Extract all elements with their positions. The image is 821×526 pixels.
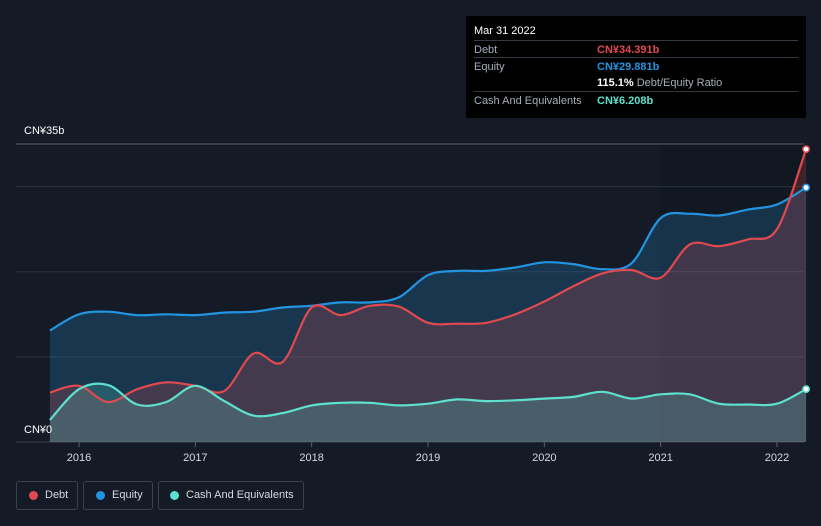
tooltip-ratio-label: Debt/Equity Ratio bbox=[636, 77, 723, 89]
equity-dot-icon bbox=[96, 491, 105, 500]
legend-item-cash[interactable]: Cash And Equivalents bbox=[158, 481, 304, 510]
x-tick-label-2016: 2016 bbox=[67, 452, 91, 464]
x-tick-label-2022: 2022 bbox=[765, 452, 789, 464]
tooltip-row-debt: Debt CN¥34.391b bbox=[474, 40, 798, 58]
tooltip-equity-value: CN¥29.881b bbox=[597, 61, 660, 73]
cash-and-equivalents-endpoint bbox=[802, 385, 811, 394]
x-tick-label-2020: 2020 bbox=[532, 452, 556, 464]
tooltip-date: Mar 31 2022 bbox=[474, 25, 536, 37]
equity-endpoint bbox=[802, 183, 811, 192]
tooltip-ratio-value: 115.1% bbox=[597, 77, 634, 89]
tooltip-row-cash: Cash And Equivalents CN¥6.208b bbox=[474, 91, 798, 109]
legend-debt-label: Debt bbox=[45, 489, 69, 501]
equity-area bbox=[49, 187, 807, 442]
cash-dot-icon bbox=[170, 491, 179, 500]
tooltip-cash-value: CN¥6.208b bbox=[597, 95, 654, 107]
y-axis-top-label: CN¥35b bbox=[24, 125, 65, 137]
debt-area bbox=[49, 149, 807, 442]
tooltip: Mar 31 2022 Debt CN¥34.391b Equity CN¥29… bbox=[466, 16, 806, 118]
legend-item-equity[interactable]: Equity bbox=[83, 481, 153, 510]
cash-and-equivalents-area bbox=[49, 383, 807, 442]
cash-and-equivalents-line bbox=[49, 382, 807, 421]
tooltip-row-equity: Equity CN¥29.881b bbox=[474, 57, 798, 75]
y-axis-bottom-label: CN¥0 bbox=[24, 424, 53, 436]
tooltip-debt-value: CN¥34.391b bbox=[597, 44, 660, 56]
highlight-region bbox=[660, 144, 804, 442]
equity-line bbox=[49, 186, 807, 332]
tooltip-row-ratio: 115.1% Debt/Equity Ratio bbox=[474, 74, 798, 91]
debt-dot-icon bbox=[29, 491, 38, 500]
legend-equity-label: Equity bbox=[112, 489, 143, 501]
x-tick-label-2019: 2019 bbox=[416, 452, 440, 464]
x-tick-label-2018: 2018 bbox=[299, 452, 323, 464]
x-tick-label-2021: 2021 bbox=[648, 452, 672, 464]
x-tick-label-2017: 2017 bbox=[183, 452, 207, 464]
tooltip-debt-label: Debt bbox=[474, 44, 498, 56]
debt-endpoint bbox=[802, 145, 811, 154]
debt-line bbox=[49, 148, 808, 404]
legend-cash-label: Cash And Equivalents bbox=[186, 489, 294, 501]
legend-item-debt[interactable]: Debt bbox=[16, 481, 78, 510]
tooltip-equity-label: Equity bbox=[474, 61, 505, 73]
tooltip-cash-label: Cash And Equivalents bbox=[474, 95, 582, 107]
tooltip-ratio: 115.1% Debt/Equity Ratio bbox=[597, 77, 722, 89]
